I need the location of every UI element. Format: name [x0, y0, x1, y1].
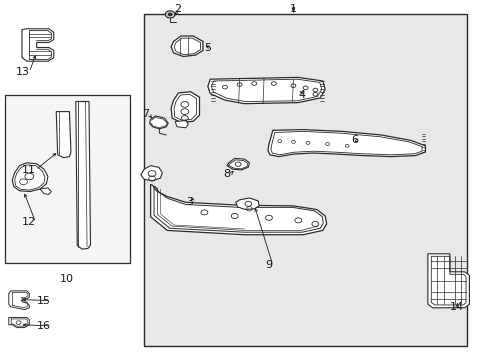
- Text: 13: 13: [15, 67, 29, 77]
- Bar: [5, 95, 129, 263]
- Text: 10: 10: [60, 274, 74, 284]
- Polygon shape: [427, 254, 468, 308]
- Polygon shape: [207, 77, 325, 104]
- Polygon shape: [267, 130, 425, 157]
- Polygon shape: [171, 92, 199, 122]
- Polygon shape: [226, 158, 249, 170]
- Text: 16: 16: [36, 321, 50, 331]
- Text: 1: 1: [289, 4, 296, 14]
- Polygon shape: [175, 121, 188, 128]
- Polygon shape: [76, 102, 90, 249]
- Polygon shape: [150, 184, 326, 235]
- Text: 15: 15: [36, 296, 50, 306]
- Circle shape: [165, 11, 175, 18]
- Polygon shape: [171, 36, 203, 57]
- Polygon shape: [56, 112, 71, 158]
- Text: 9: 9: [265, 260, 272, 270]
- Polygon shape: [22, 29, 54, 61]
- Polygon shape: [235, 198, 259, 210]
- Polygon shape: [149, 116, 168, 129]
- Text: 5: 5: [204, 43, 211, 53]
- Text: 11: 11: [21, 165, 36, 175]
- Text: 8: 8: [223, 168, 230, 179]
- Text: 6: 6: [350, 135, 357, 145]
- Text: 14: 14: [449, 302, 463, 312]
- Polygon shape: [141, 166, 162, 181]
- Polygon shape: [40, 188, 51, 194]
- Polygon shape: [9, 318, 29, 328]
- Bar: [144, 14, 466, 346]
- Text: 12: 12: [21, 217, 36, 228]
- Text: 3: 3: [186, 197, 193, 207]
- Text: 2: 2: [173, 4, 181, 14]
- Polygon shape: [12, 163, 48, 192]
- Circle shape: [167, 13, 172, 16]
- Polygon shape: [9, 291, 29, 310]
- Text: 4: 4: [298, 90, 305, 100]
- Text: 7: 7: [142, 109, 149, 120]
